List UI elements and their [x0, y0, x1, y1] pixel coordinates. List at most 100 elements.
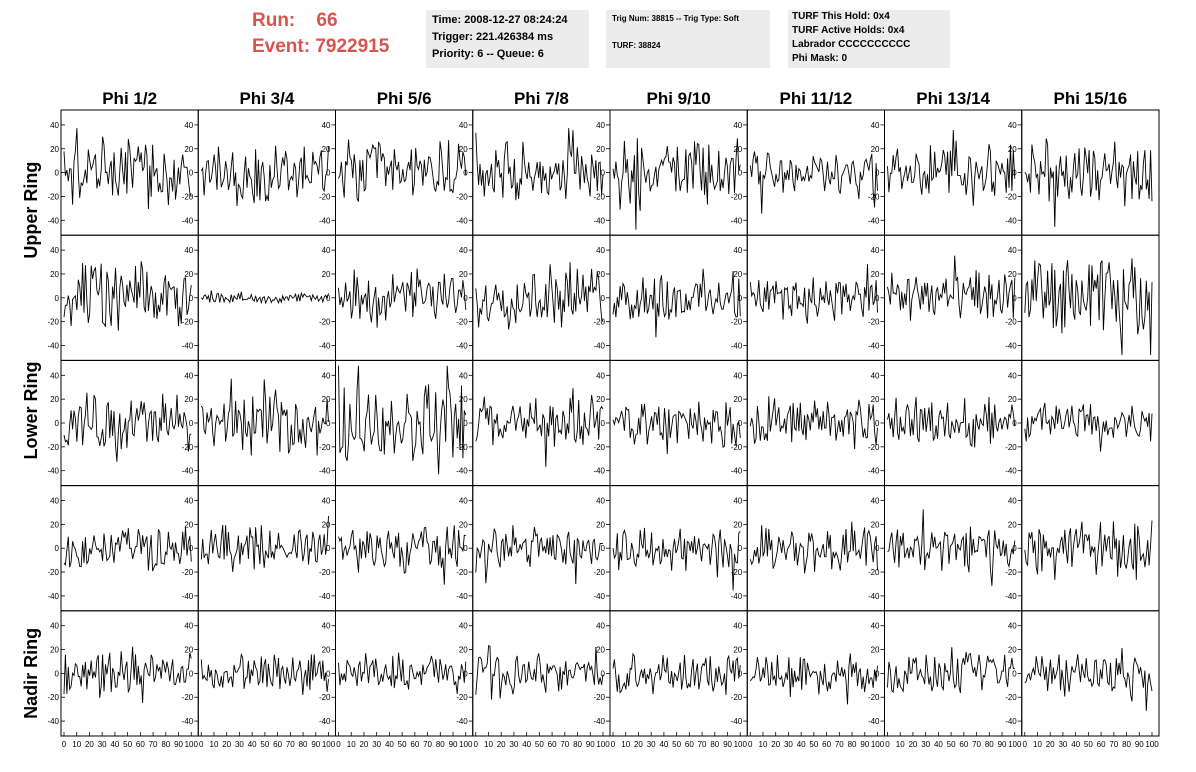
- waveform-trace: [63, 527, 192, 572]
- waveform-trace: [612, 401, 741, 455]
- waveform-trace: [887, 255, 1016, 321]
- y-tick-label: 0: [326, 419, 331, 428]
- y-tick-label: 20: [871, 395, 880, 404]
- y-tick-label: 40: [596, 246, 605, 255]
- y-tick-label: 0: [189, 294, 194, 303]
- x-tick-label: 90: [998, 740, 1007, 749]
- y-tick-label: 40: [50, 371, 59, 380]
- y-tick-label: -40: [319, 592, 331, 601]
- y-tick-label: -40: [593, 467, 605, 476]
- y-tick-label: -20: [47, 192, 59, 201]
- turf-hold-panel: TURF This Hold: 0x4 TURF Active Holds: 0…: [788, 10, 950, 68]
- y-tick-label: 20: [50, 145, 59, 154]
- y-tick-label: -20: [182, 443, 194, 452]
- y-tick-label: 40: [459, 622, 468, 631]
- y-tick-label: -40: [1005, 467, 1017, 476]
- waveform-trace: [475, 262, 604, 330]
- trigger-num-panel: Trig Num: 38815 -- Trig Type: Soft TURF:…: [606, 10, 770, 68]
- y-tick-label: -20: [593, 443, 605, 452]
- y-tick-label: 40: [733, 497, 742, 506]
- x-tick-label: 70: [1109, 740, 1118, 749]
- y-tick-label: -40: [456, 717, 468, 726]
- waveform-trace: [749, 264, 878, 324]
- y-tick-label: -40: [731, 341, 743, 350]
- x-tick-label: 30: [372, 740, 381, 749]
- y-tick-label: -40: [593, 592, 605, 601]
- x-tick-label: 90: [723, 740, 732, 749]
- y-tick-label: -40: [47, 341, 59, 350]
- priority-text: Priority: 6 -- Queue: 6: [432, 48, 544, 60]
- x-tick-label: 90: [174, 740, 183, 749]
- y-tick-label: 20: [1008, 520, 1017, 529]
- waveform-trace: [63, 261, 192, 331]
- y-tick-label: 20: [459, 145, 468, 154]
- waveform-trace: [475, 525, 603, 585]
- y-tick-label: 20: [1008, 145, 1017, 154]
- y-tick-label: 0: [1012, 294, 1017, 303]
- x-tick-label: 80: [710, 740, 719, 749]
- x-tick-label: 100: [322, 740, 336, 749]
- waveform-trace: [1024, 402, 1153, 452]
- row-header: Upper Ring: [21, 162, 41, 259]
- x-tick-label: 80: [161, 740, 170, 749]
- x-tick-label: 10: [347, 740, 356, 749]
- y-tick-label: 40: [871, 497, 880, 506]
- y-tick-label: 0: [601, 669, 606, 678]
- waveform-trace: [475, 388, 604, 467]
- y-tick-label: -40: [593, 717, 605, 726]
- panel-frame: [335, 610, 474, 737]
- waveform-trace: [475, 645, 604, 700]
- y-tick-label: 20: [322, 145, 331, 154]
- x-tick-label: 20: [1046, 740, 1055, 749]
- x-tick-label: 40: [797, 740, 806, 749]
- y-tick-label: -20: [182, 192, 194, 201]
- y-tick-label: -40: [868, 592, 880, 601]
- y-tick-label: 20: [459, 395, 468, 404]
- y-tick-label: -40: [593, 216, 605, 225]
- x-tick-label: 90: [311, 740, 320, 749]
- x-tick-label: 40: [1071, 740, 1080, 749]
- y-tick-label: 0: [326, 544, 331, 553]
- x-tick-label: 20: [634, 740, 643, 749]
- y-tick-label: 20: [459, 270, 468, 279]
- panel-frame: [197, 359, 336, 487]
- x-tick-label: 10: [621, 740, 630, 749]
- x-tick-label: 10: [210, 740, 219, 749]
- x-tick-label: 20: [359, 740, 368, 749]
- y-tick-label: 20: [184, 145, 193, 154]
- waveform-trace: [200, 145, 329, 207]
- waveform-trace: [887, 129, 1016, 206]
- y-tick-label: 0: [1012, 169, 1017, 178]
- x-tick-label: 50: [535, 740, 544, 749]
- x-tick-label: 80: [1122, 740, 1131, 749]
- y-tick-label: 40: [322, 371, 331, 380]
- turf-hold-text: TURF This Hold: 0x4: [792, 11, 890, 22]
- y-tick-label: -20: [731, 693, 743, 702]
- panel-frame: [884, 485, 1023, 612]
- x-tick-label: 30: [509, 740, 518, 749]
- y-tick-label: 0: [738, 669, 743, 678]
- x-tick-label: 70: [698, 740, 707, 749]
- y-tick-label: -40: [456, 216, 468, 225]
- y-tick-label: 40: [50, 121, 59, 130]
- y-tick-label: 20: [459, 646, 468, 655]
- x-tick-label: 50: [947, 740, 956, 749]
- x-tick-label: 10: [896, 740, 905, 749]
- trigger-text: Trigger: 221.426384 ms: [432, 31, 554, 43]
- y-tick-label: 40: [322, 497, 331, 506]
- y-tick-label: 40: [184, 121, 193, 130]
- x-tick-label: 30: [784, 740, 793, 749]
- x-tick-label: 60: [548, 740, 557, 749]
- y-tick-label: 40: [50, 622, 59, 631]
- waveform-trace: [200, 652, 329, 696]
- x-tick-label: 20: [908, 740, 917, 749]
- y-tick-label: -40: [319, 216, 331, 225]
- y-tick-label: -20: [319, 443, 331, 452]
- x-tick-label: 40: [385, 740, 394, 749]
- y-tick-label: 0: [1012, 544, 1017, 553]
- y-tick-label: -40: [456, 341, 468, 350]
- y-tick-label: -20: [182, 318, 194, 327]
- panel-frame: [197, 109, 336, 236]
- y-tick-label: -40: [47, 216, 59, 225]
- y-tick-label: -40: [868, 717, 880, 726]
